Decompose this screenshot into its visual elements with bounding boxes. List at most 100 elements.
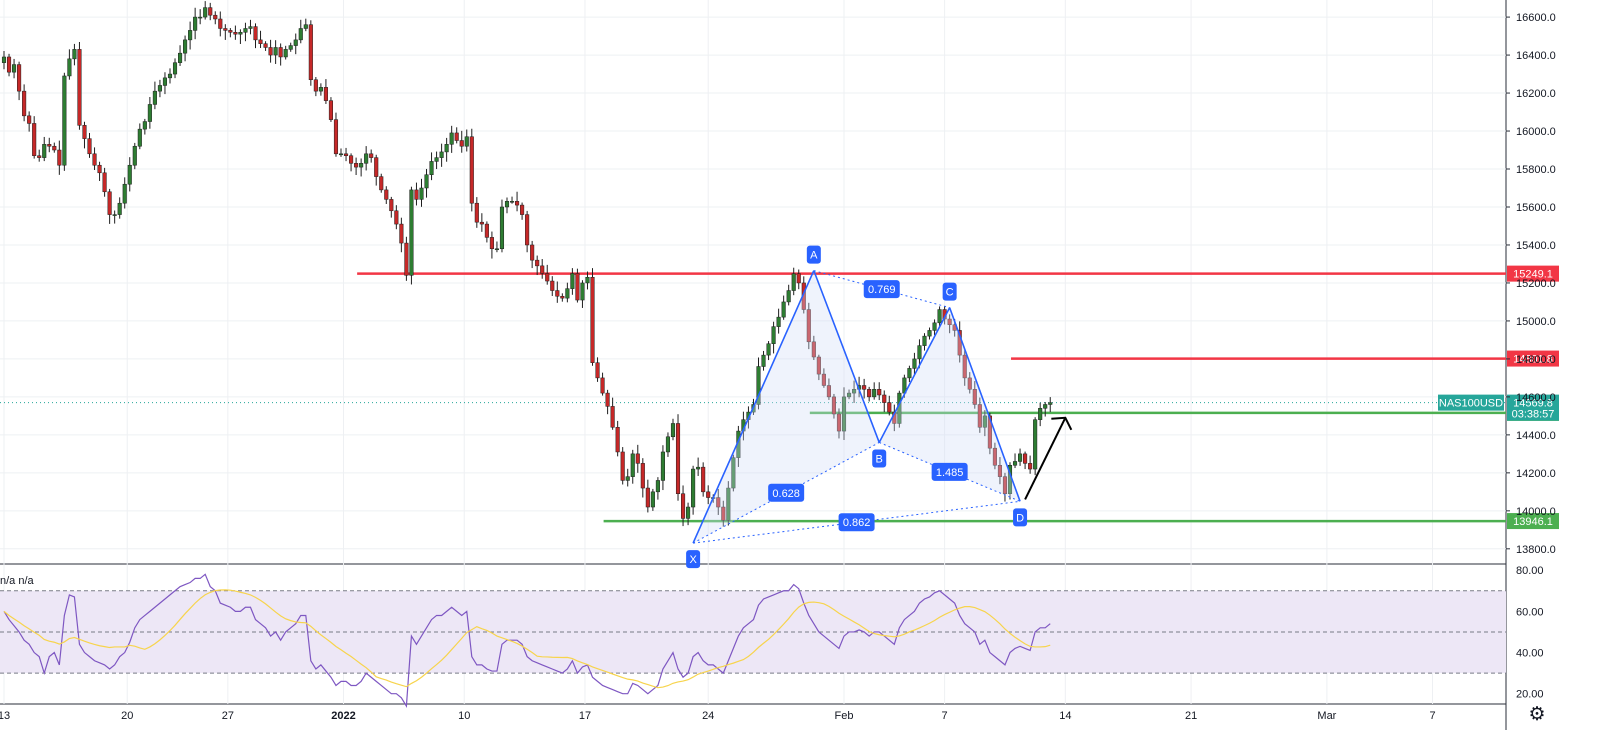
candle-body	[444, 144, 449, 153]
candle-body	[97, 164, 102, 174]
candle-body	[369, 153, 374, 158]
candle-body	[585, 277, 590, 284]
pattern-point-badge	[686, 550, 701, 569]
level-badge	[1507, 350, 1559, 367]
candle-body	[343, 153, 349, 156]
candle-body	[791, 273, 796, 291]
candle-body	[535, 259, 540, 267]
candle-body	[706, 491, 711, 498]
candle-body	[605, 392, 610, 407]
axes: 16600.0 16400.0 16200.0 16000.0 15800.0 15600…	[0, 12, 1556, 722]
candle-body	[555, 290, 560, 297]
candle-body	[22, 90, 27, 117]
candle-body	[198, 16, 203, 19]
ratio-badge	[768, 483, 805, 502]
candle-body	[248, 26, 253, 29]
time-tick-label: 2022	[331, 710, 355, 722]
candle-body	[806, 309, 811, 343]
candle-body	[595, 362, 600, 379]
candle-body	[575, 273, 580, 301]
candle-body	[193, 16, 198, 31]
candle-body	[932, 322, 937, 331]
candle-body	[303, 24, 308, 29]
candle-body	[590, 277, 595, 363]
candle-body	[635, 453, 640, 464]
gear-icon[interactable]: ⚙	[1528, 704, 1546, 725]
candle-body	[675, 423, 681, 494]
candle-body	[384, 189, 389, 200]
candle-body	[283, 49, 288, 58]
candle-body	[1028, 463, 1033, 470]
ratio-badge	[838, 513, 875, 532]
candle-body	[781, 301, 786, 318]
level-badge-label: 15249.1	[1513, 269, 1553, 281]
ratio-badge	[863, 280, 900, 299]
candle-body	[27, 115, 32, 124]
candle-body	[208, 7, 213, 16]
candle-body	[504, 201, 510, 208]
candle-body	[288, 45, 293, 50]
candle-body	[570, 273, 575, 289]
candle-body	[238, 32, 243, 35]
time-tick-label: 13	[0, 710, 10, 722]
candle-body	[394, 210, 399, 225]
candle-body	[645, 487, 650, 508]
candle-body	[102, 172, 107, 193]
candle-body	[449, 132, 454, 145]
time-tick-label: 7	[942, 710, 948, 722]
xab-triangle	[693, 270, 880, 544]
candle-body	[479, 221, 484, 225]
candle-body	[434, 157, 439, 162]
candle-body	[42, 144, 47, 158]
candle-body	[57, 149, 62, 166]
candle-body	[972, 389, 977, 405]
candle-body	[650, 491, 655, 508]
candle-body	[761, 354, 766, 367]
last-price-badge	[1507, 394, 1559, 421]
candle-body	[515, 201, 520, 206]
countdown-label: 03:38:57	[1512, 409, 1555, 421]
candle-body	[721, 506, 726, 521]
rsi-band	[0, 590, 1506, 674]
level-badge	[1507, 513, 1559, 530]
candle-body	[625, 476, 630, 481]
candle-body	[338, 153, 344, 156]
candle-body	[354, 163, 359, 168]
candle-body	[816, 356, 821, 375]
candle-body	[540, 265, 545, 274]
level-badge-label: 13946.1	[1513, 516, 1553, 528]
price-tick-label: 15600.0	[1516, 202, 1556, 214]
price-tick-label: 14000.0	[1516, 506, 1556, 518]
candle-body	[756, 366, 761, 405]
candle-body	[62, 75, 67, 166]
candle-body	[323, 87, 328, 101]
chart-grid	[0, 0, 1507, 730]
candle-body	[454, 132, 459, 141]
candle-body	[826, 385, 831, 398]
candle-body	[87, 138, 92, 155]
projection-arrowhead	[1051, 416, 1073, 431]
candle-body	[670, 423, 676, 438]
candle-body	[701, 466, 706, 493]
projection-arrow	[1024, 417, 1067, 500]
candle-body	[414, 189, 419, 200]
time-tick-label: 7	[1429, 710, 1435, 722]
candle-body	[887, 402, 892, 413]
candle-body	[987, 415, 992, 449]
candle-body	[37, 155, 42, 158]
candle-body	[122, 183, 127, 204]
pattern-point-label: D	[1016, 512, 1024, 524]
candle-body	[233, 32, 238, 35]
candle-body	[992, 447, 997, 466]
candle-body	[877, 389, 882, 396]
candle-body	[399, 223, 404, 244]
pattern-leg	[692, 270, 815, 544]
time-tick-label: 14	[1059, 710, 1071, 722]
candle-body	[379, 176, 384, 191]
candle-body	[263, 43, 268, 48]
candle-body	[545, 273, 550, 282]
pattern-point-badge	[1013, 508, 1028, 527]
rsi-line	[3, 573, 1051, 708]
last-price-label: 14569.8	[1513, 398, 1553, 410]
